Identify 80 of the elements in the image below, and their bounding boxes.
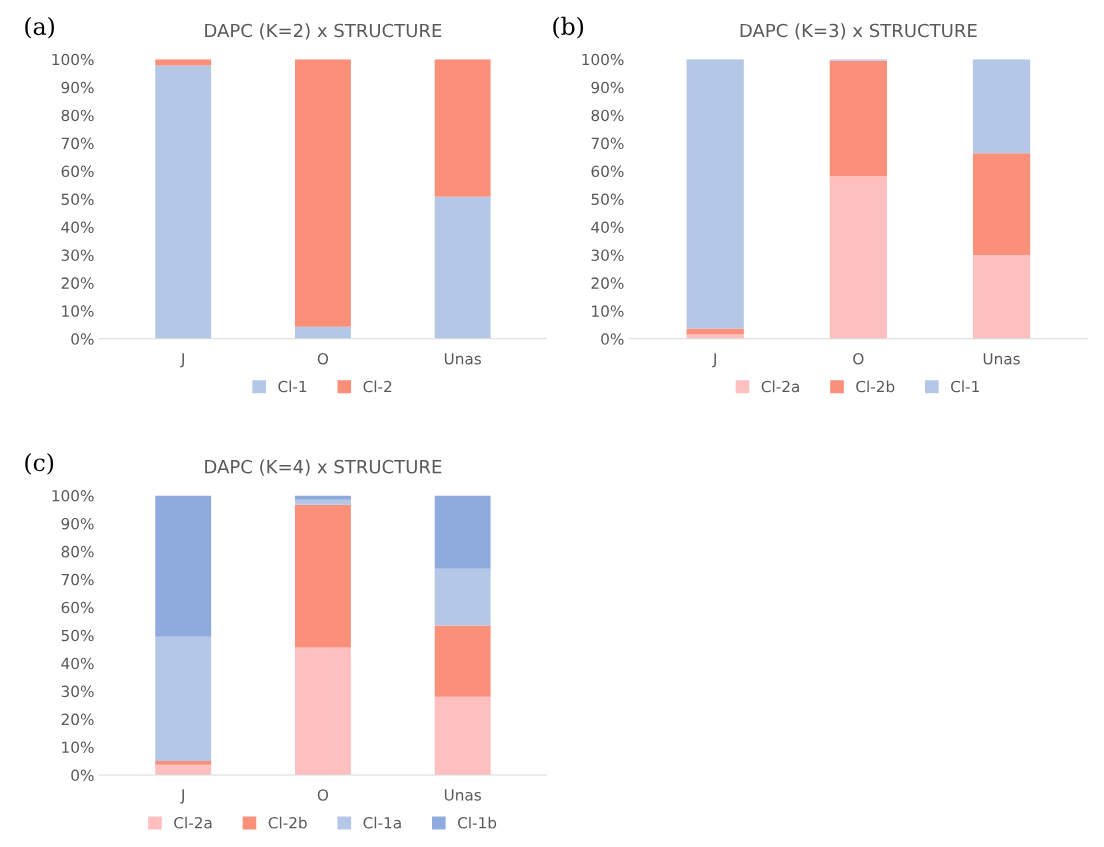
legend-label: Cl-2a	[761, 380, 799, 393]
bar	[972, 59, 1031, 154]
y-tick-label: 90%	[591, 81, 624, 94]
y-tick-label: 100%	[52, 53, 94, 66]
y-tick-label: 70%	[591, 137, 624, 150]
bar	[434, 196, 491, 339]
bar	[294, 504, 351, 648]
y-tick-label: 20%	[61, 713, 94, 726]
x-tick-label: J	[180, 789, 184, 804]
y-tick-label: 30%	[61, 249, 94, 261]
chart-title: DAPC (K=3) x STRUCTURE	[740, 23, 977, 40]
bar	[155, 495, 212, 637]
y-tick-label: 40%	[61, 657, 94, 670]
bar	[155, 636, 212, 762]
text: (c)	[25, 453, 54, 475]
y-tick-label: 60%	[591, 165, 624, 178]
bar	[294, 326, 351, 339]
legend-label: Cl-2	[363, 380, 392, 393]
y-tick-label: 100%	[582, 53, 624, 66]
legend-label: Cl-1	[951, 380, 979, 393]
chart-title: DAPC (K=2) x STRUCTURE	[205, 23, 442, 40]
y-tick-label: 50%	[591, 193, 624, 206]
bar	[155, 761, 212, 765]
y-tick-label: 70%	[61, 573, 94, 586]
chart-title: DAPC (K=4) x STRUCTURE	[205, 459, 442, 476]
y-tick-label: 20%	[61, 277, 94, 289]
x-tick-label: O	[317, 789, 329, 801]
legend-label: Cl-2b	[856, 380, 895, 393]
bar	[829, 60, 887, 177]
bar	[972, 153, 1031, 255]
legend-label: Cl-1	[278, 380, 307, 393]
y-tick-label: 40%	[61, 221, 94, 234]
bar	[294, 499, 351, 505]
bar	[434, 625, 491, 697]
x-tick-label: O	[853, 352, 864, 365]
bar	[686, 59, 744, 329]
y-tick-label: 30%	[61, 685, 94, 698]
bar	[829, 176, 887, 339]
y-tick-label: 50%	[61, 193, 94, 206]
x-tick-label: J	[712, 353, 716, 368]
y-tick-label: 60%	[61, 165, 94, 178]
x-tick-label: Unas	[983, 353, 1020, 365]
y-tick-label: 80%	[61, 545, 94, 558]
x-tick-label: Unas	[444, 353, 481, 365]
y-tick-label: 20%	[591, 277, 624, 289]
text: (b)	[553, 16, 584, 39]
text: (a)	[25, 16, 54, 39]
y-tick-label: 0%	[71, 769, 94, 782]
y-tick-label: 100%	[52, 489, 94, 502]
x-tick-label: Unas	[444, 789, 481, 801]
bar	[434, 59, 491, 197]
bar	[434, 568, 491, 626]
legend-label: Cl-2b	[268, 816, 307, 829]
y-tick-label: 10%	[62, 741, 94, 754]
y-tick-label: 50%	[61, 629, 94, 642]
bar	[972, 254, 1031, 339]
y-tick-label: 0%	[601, 333, 624, 345]
bar	[686, 328, 744, 335]
legend-label: Cl-1b	[458, 816, 497, 829]
y-tick-label: 80%	[61, 109, 94, 122]
bar	[155, 65, 212, 339]
x-tick-label: O	[317, 352, 329, 365]
bar	[294, 59, 351, 327]
bar	[434, 495, 491, 569]
bar	[294, 647, 351, 775]
y-tick-label: 70%	[61, 137, 94, 150]
y-tick-label: 60%	[61, 601, 94, 614]
legend-label: Cl-2a	[174, 816, 212, 829]
x-tick-label: J	[180, 353, 184, 368]
bar	[434, 696, 491, 775]
y-tick-label: 10%	[62, 305, 94, 317]
y-tick-label: 90%	[61, 517, 94, 530]
y-tick-label: 40%	[591, 221, 624, 234]
legend-label: Cl-1a	[363, 816, 401, 829]
y-tick-label: 10%	[592, 305, 624, 317]
y-tick-label: 0%	[71, 333, 94, 345]
y-tick-label: 80%	[591, 109, 624, 122]
y-tick-label: 30%	[591, 249, 624, 261]
y-tick-label: 90%	[61, 81, 94, 94]
bar	[294, 495, 351, 500]
